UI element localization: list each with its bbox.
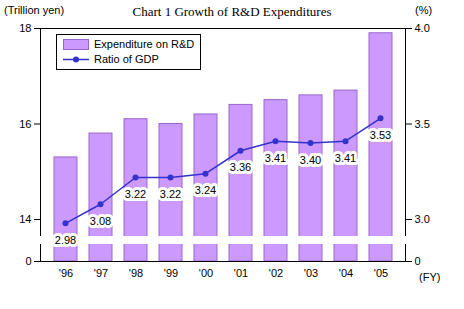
svg-text:2.98: 2.98 [55,234,76,246]
svg-text:16: 16 [19,118,31,130]
svg-text:3.22: 3.22 [160,188,181,200]
svg-text:3.5: 3.5 [415,118,430,130]
html-text:(FY): (FY) [419,271,441,283]
svg-text:3.08: 3.08 [90,215,111,227]
svg-text:'02: '02 [269,267,283,279]
html-text:(Trillion yen): (Trillion yen) [4,4,65,16]
svg-text:3.22: 3.22 [125,188,146,200]
svg-text:18: 18 [19,22,31,34]
svg-text:4.0: 4.0 [415,22,430,34]
svg-text:'05: '05 [374,267,388,279]
svg-text:3.53: 3.53 [370,129,391,141]
svg-text:3.40: 3.40 [300,154,321,166]
html-text:Chart 1 Growth of R&D Expendit: Chart 1 Growth of R&D Expenditures [132,4,332,19]
html-text:Expenditure on R&D: Expenditure on R&D [94,38,195,50]
svg-text:'99: '99 [164,267,178,279]
svg-text:'03: '03 [304,267,318,279]
svg-text:3.24: 3.24 [195,184,216,196]
svg-text:3.0: 3.0 [415,213,430,225]
svg-text:0: 0 [415,255,421,267]
svg-text:'00: '00 [199,267,213,279]
svg-text:'97: '97 [94,267,108,279]
svg-text:3.36: 3.36 [230,161,251,173]
svg-text:'01: '01 [234,267,248,279]
svg-text:3.41: 3.41 [265,152,286,164]
svg-text:'96: '96 [59,267,73,279]
svg-text:3.41: 3.41 [335,152,356,164]
svg-text:14: 14 [19,213,31,225]
svg-text:0: 0 [25,255,31,267]
html-text:Ratio of GDP: Ratio of GDP [94,53,159,65]
svg-text:'04: '04 [339,267,353,279]
svg-text:'98: '98 [129,267,143,279]
